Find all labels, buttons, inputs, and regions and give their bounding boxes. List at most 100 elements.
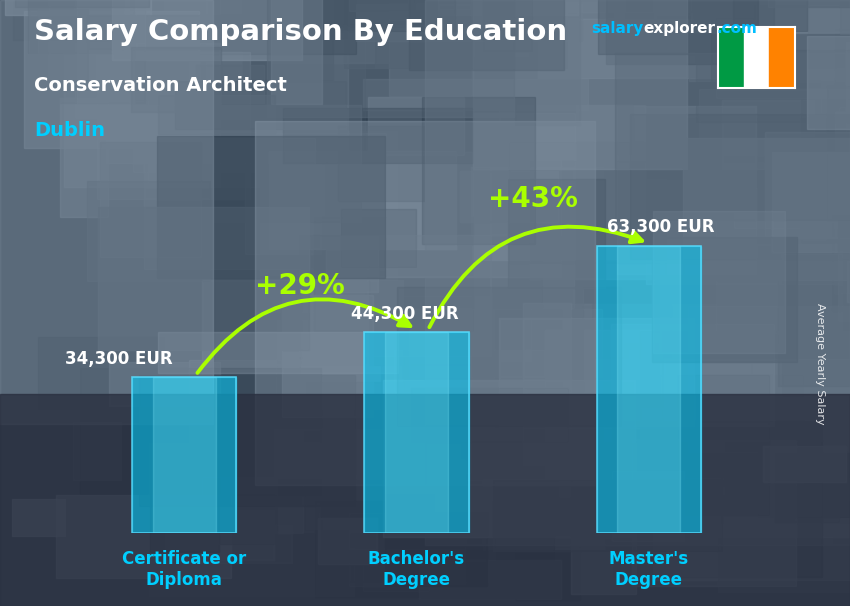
Bar bbox=[503, 522, 675, 578]
Bar bbox=[438, 0, 578, 15]
Bar bbox=[259, 131, 397, 311]
Bar bbox=[694, 0, 755, 19]
Bar bbox=[625, 344, 783, 479]
Bar bbox=[538, 19, 751, 78]
Bar bbox=[246, 150, 320, 254]
Bar bbox=[597, 245, 701, 533]
Bar bbox=[835, 30, 850, 98]
Bar bbox=[277, 319, 471, 473]
Bar bbox=[483, 479, 604, 549]
Bar bbox=[422, 388, 525, 424]
Bar bbox=[296, 0, 347, 38]
Bar bbox=[148, 15, 273, 187]
Bar bbox=[734, 188, 847, 228]
Bar bbox=[131, 47, 221, 112]
Bar bbox=[425, 0, 850, 545]
Bar bbox=[64, 43, 220, 187]
Bar bbox=[150, 452, 218, 552]
Bar bbox=[828, 341, 850, 465]
Text: 34,300 EUR: 34,300 EUR bbox=[65, 350, 173, 368]
Bar bbox=[617, 245, 680, 533]
Bar bbox=[250, 0, 455, 32]
Bar bbox=[688, 0, 850, 81]
Bar bbox=[355, 4, 582, 41]
Text: explorer: explorer bbox=[643, 21, 716, 36]
Bar bbox=[711, 0, 850, 81]
Bar bbox=[165, 525, 292, 563]
Text: Average Yearly Salary: Average Yearly Salary bbox=[815, 303, 825, 424]
Bar bbox=[839, 107, 850, 138]
Bar bbox=[606, 0, 757, 64]
Bar bbox=[499, 318, 694, 428]
Bar bbox=[306, 382, 460, 529]
Bar bbox=[255, 121, 595, 485]
Bar bbox=[646, 244, 842, 284]
Bar bbox=[12, 499, 65, 536]
Bar bbox=[700, 88, 850, 155]
Bar bbox=[348, 0, 415, 11]
Bar bbox=[388, 3, 473, 96]
Bar bbox=[314, 218, 473, 331]
Bar bbox=[718, 519, 850, 592]
Bar bbox=[490, 168, 575, 307]
Bar bbox=[473, 0, 687, 169]
Bar bbox=[446, 221, 551, 344]
Bar bbox=[403, 288, 583, 391]
Bar bbox=[808, 0, 850, 67]
Bar bbox=[369, 97, 464, 155]
Bar bbox=[341, 209, 416, 267]
Bar bbox=[654, 0, 850, 33]
Bar bbox=[629, 350, 751, 462]
Text: salary: salary bbox=[591, 21, 643, 36]
Bar bbox=[381, 296, 494, 428]
Bar bbox=[157, 136, 385, 278]
Bar bbox=[640, 331, 850, 441]
Bar bbox=[204, 510, 274, 560]
Bar bbox=[821, 71, 850, 116]
Bar bbox=[153, 378, 216, 533]
Bar bbox=[98, 207, 309, 350]
Bar bbox=[571, 442, 636, 594]
Bar bbox=[275, 364, 394, 532]
Bar bbox=[201, 280, 403, 409]
Bar bbox=[385, 332, 448, 533]
Bar bbox=[268, 0, 514, 117]
Bar bbox=[411, 388, 569, 442]
Bar bbox=[696, 50, 850, 122]
Bar bbox=[344, 0, 567, 68]
Bar bbox=[364, 332, 468, 533]
Bar bbox=[409, 0, 564, 70]
Bar bbox=[4, 0, 151, 15]
Bar bbox=[97, 52, 250, 199]
Bar bbox=[782, 254, 850, 396]
Bar bbox=[833, 501, 850, 561]
Bar bbox=[508, 142, 703, 263]
Bar bbox=[302, 0, 488, 26]
Bar bbox=[110, 362, 220, 406]
Bar bbox=[363, 79, 588, 110]
Bar bbox=[319, 0, 517, 30]
Bar bbox=[604, 375, 803, 485]
Bar bbox=[835, 112, 850, 293]
Bar bbox=[369, 238, 542, 364]
Bar bbox=[144, 133, 386, 268]
Text: Dublin: Dublin bbox=[34, 121, 105, 140]
Bar bbox=[88, 181, 211, 281]
Bar bbox=[592, 304, 671, 358]
Bar bbox=[37, 10, 88, 90]
Bar bbox=[654, 478, 850, 579]
Bar bbox=[133, 138, 315, 172]
Bar bbox=[383, 380, 635, 538]
Bar bbox=[28, 0, 123, 53]
Bar bbox=[213, 276, 300, 439]
Bar bbox=[157, 333, 399, 373]
Bar bbox=[471, 167, 603, 235]
Bar bbox=[112, 0, 302, 60]
Bar bbox=[301, 223, 366, 365]
Bar bbox=[677, 376, 769, 515]
Bar bbox=[744, 27, 769, 88]
Bar bbox=[76, 41, 187, 100]
Bar bbox=[612, 471, 684, 541]
Bar bbox=[617, 0, 769, 15]
Bar bbox=[15, 0, 149, 7]
